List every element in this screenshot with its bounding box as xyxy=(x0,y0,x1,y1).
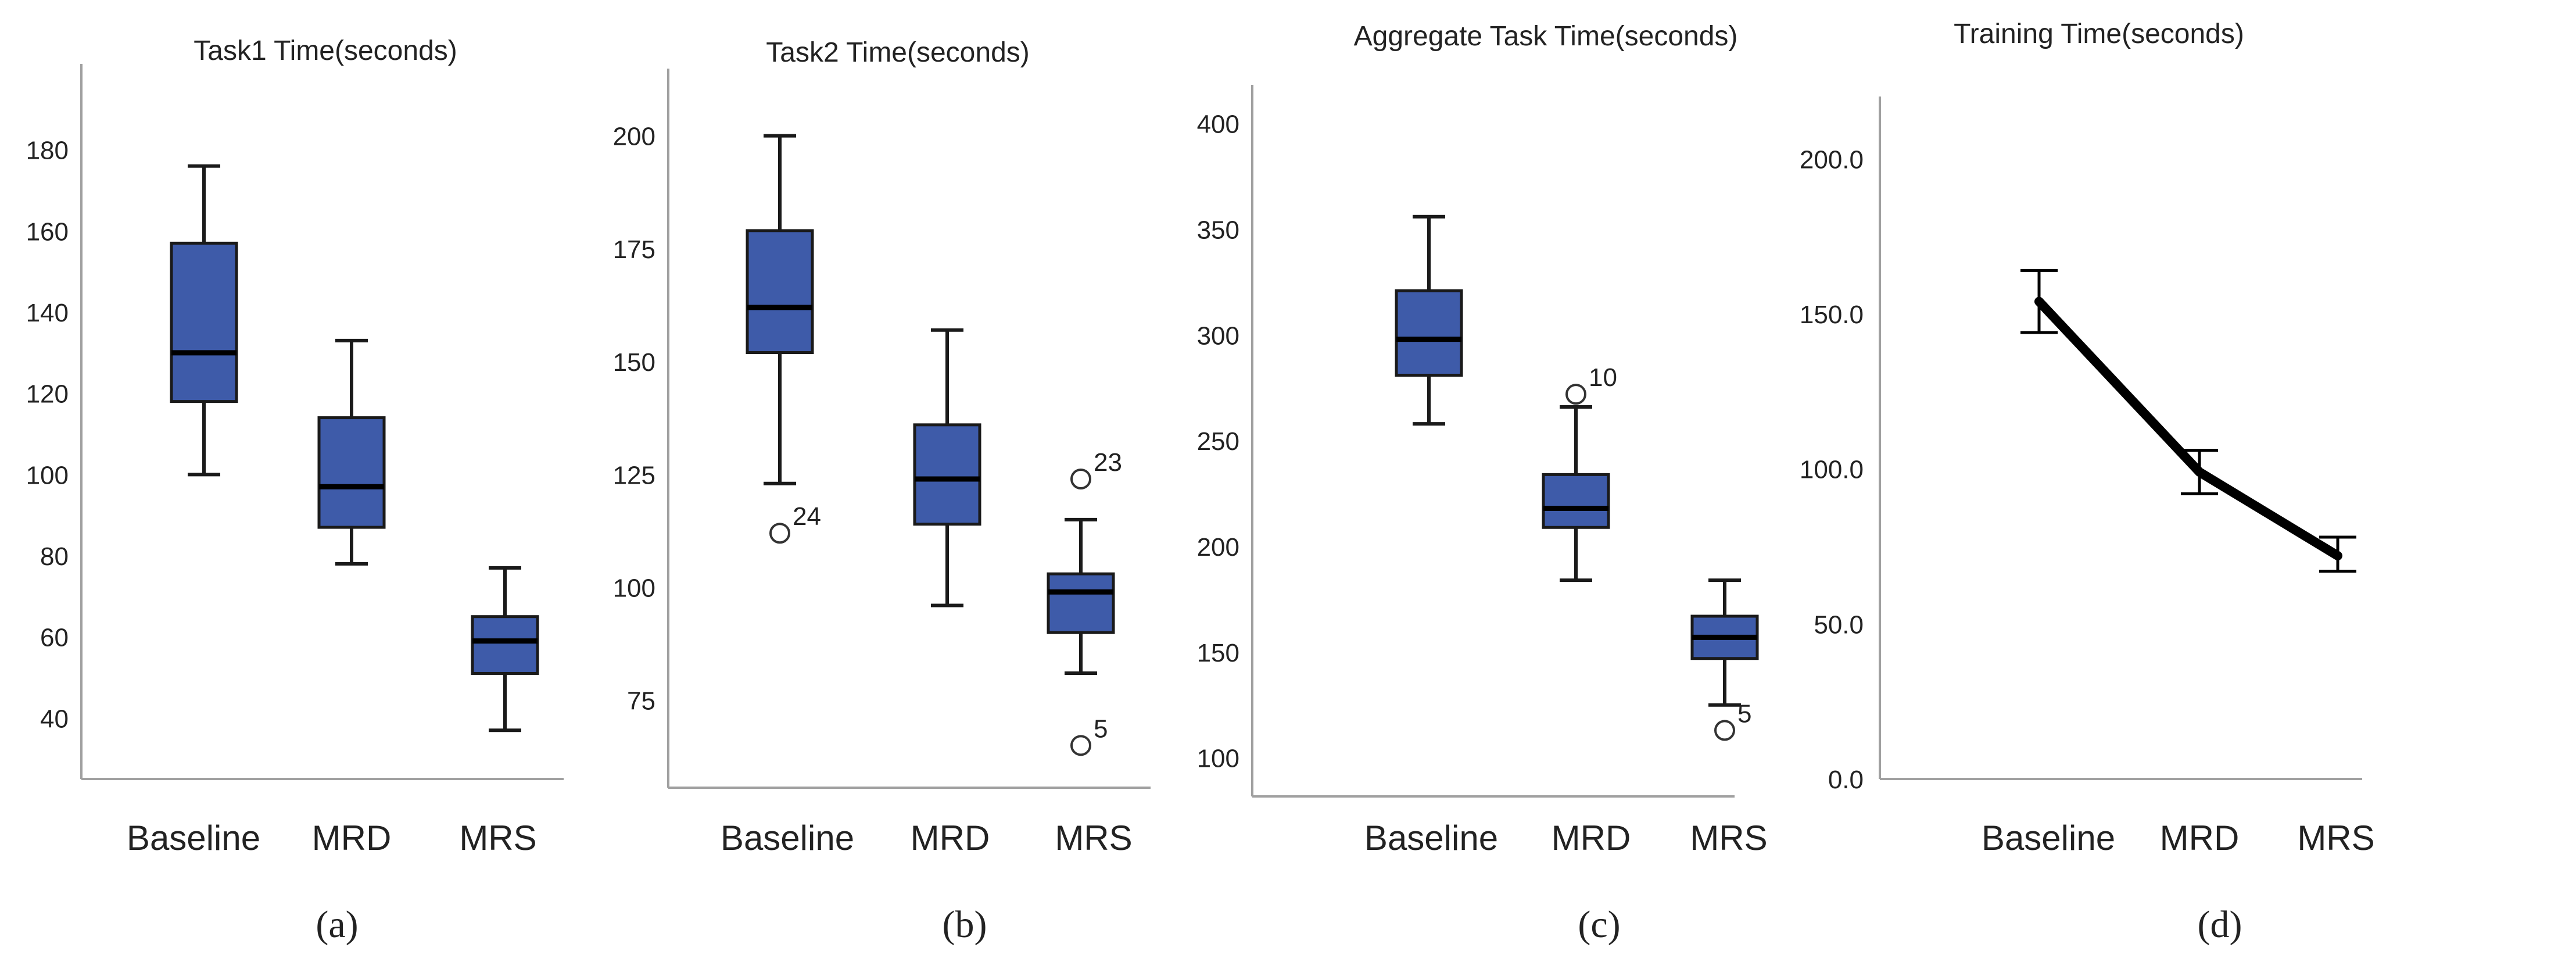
ytick-label-b-0: 75 xyxy=(627,687,655,716)
outlier-label-c-0: 10 xyxy=(1589,363,1617,392)
plot-area-a: 40 60 80 100 120 140 160 180 xyxy=(26,64,564,780)
ytick-label-b-5: 200 xyxy=(613,123,655,151)
panel-b: Task2 Time(seconds) 75 100 125 150 175 200 24 2… xyxy=(613,37,1151,946)
chart-title-a: Task1 Time(seconds) xyxy=(194,35,457,66)
xtick-label-d-1: MRD xyxy=(2160,819,2240,857)
box-c-2 xyxy=(1690,578,1759,707)
ytick-label-c-4: 300 xyxy=(1197,321,1239,350)
data-point-d-1 xyxy=(2197,470,2202,474)
outlier-label-b-2: 5 xyxy=(1094,714,1108,743)
box-b-0 xyxy=(746,134,814,485)
box-c-1 xyxy=(1542,405,1610,582)
iqr-box-c-1 xyxy=(1542,473,1610,529)
iqr-box-a-2 xyxy=(471,615,539,675)
xtick-label-a-2: MRS xyxy=(459,819,536,857)
series-line-d xyxy=(2034,296,2342,560)
ytick-label-a-6: 160 xyxy=(26,217,69,246)
ytick-label-a-7: 180 xyxy=(26,137,69,165)
ytick-label-b-4: 175 xyxy=(613,235,655,264)
ytick-label-a-0: 40 xyxy=(40,705,69,733)
outlier-label-b-1: 23 xyxy=(1094,448,1122,477)
xtick-label-d-0: Baseline xyxy=(1982,819,2115,857)
outlier-point-b-2 xyxy=(1070,735,1091,756)
panel-c: Aggregate Task Time(seconds) 100 150 200 25… xyxy=(1197,21,1768,946)
errorbar-d-0 xyxy=(2020,269,2058,334)
errorbar-d-2 xyxy=(2319,535,2356,573)
panel-d: Training Time(seconds) 0.0 50.0 100.0 150.0… xyxy=(1800,19,2375,946)
ytick-label-d-3: 150.0 xyxy=(1800,301,1864,329)
data-point-d-2 xyxy=(2335,553,2340,558)
panel-label-c: (c) xyxy=(1578,903,1620,946)
panel-label-d: (d) xyxy=(2198,903,2242,946)
plot-area-b: 75 100 125 150 175 200 24 23 5 xyxy=(613,69,1151,789)
ytick-label-a-3: 100 xyxy=(26,461,69,489)
errorbar-d-1 xyxy=(2181,449,2218,495)
iqr-box-b-0 xyxy=(746,229,814,355)
ytick-label-c-2: 200 xyxy=(1197,533,1239,562)
ytick-label-c-1: 150 xyxy=(1197,639,1239,667)
outlier-point-c-0 xyxy=(1565,384,1586,405)
outlier-point-b-0 xyxy=(769,523,790,544)
box-b-1 xyxy=(913,328,981,607)
xtick-label-a-1: MRD xyxy=(312,819,392,857)
xtick-label-a-0: Baseline xyxy=(127,819,260,857)
plot-area-c: 100 150 200 250 300 350 400 10 5 xyxy=(1197,85,1759,798)
ytick-label-d-4: 200.0 xyxy=(1800,145,1864,174)
xtick-label-c-0: Baseline xyxy=(1364,819,1498,857)
box-a-1 xyxy=(317,338,386,566)
ytick-label-d-0: 0.0 xyxy=(1828,766,1864,794)
box-c-0 xyxy=(1395,215,1463,426)
plot-area-d: 0.0 50.0 100.0 150.0 200.0 xyxy=(1800,96,2362,794)
iqr-box-c-0 xyxy=(1395,289,1463,377)
ytick-label-c-3: 250 xyxy=(1197,427,1239,456)
ytick-label-a-2: 80 xyxy=(40,542,69,571)
iqr-box-b-1 xyxy=(913,423,981,526)
chart-title-c: Aggregate Task Time(seconds) xyxy=(1354,21,1738,52)
xtick-label-d-2: MRS xyxy=(2297,819,2374,857)
ytick-label-a-4: 120 xyxy=(26,380,69,409)
ytick-label-b-1: 100 xyxy=(613,574,655,602)
chart-title-d: Training Time(seconds) xyxy=(1954,19,2244,49)
ytick-label-c-5: 350 xyxy=(1197,216,1239,245)
panel-label-a: (a) xyxy=(316,903,358,946)
ytick-label-c-6: 400 xyxy=(1197,110,1239,139)
ytick-label-a-1: 60 xyxy=(40,624,69,652)
ytick-label-d-1: 50.0 xyxy=(1814,610,1864,639)
data-point-d-0 xyxy=(2037,299,2041,304)
outlier-label-b-0: 24 xyxy=(793,502,821,531)
box-a-0 xyxy=(170,164,238,477)
xtick-label-b-2: MRS xyxy=(1055,819,1132,857)
box-a-2 xyxy=(471,566,539,732)
iqr-box-a-0 xyxy=(170,241,238,403)
ytick-label-c-0: 100 xyxy=(1197,745,1239,773)
xtick-label-c-2: MRS xyxy=(1690,819,1767,857)
panel-label-b: (b) xyxy=(943,903,987,946)
outlier-point-b-1 xyxy=(1070,469,1091,490)
iqr-box-b-2 xyxy=(1047,572,1115,634)
ytick-label-b-2: 125 xyxy=(613,461,655,489)
ytick-label-b-3: 150 xyxy=(613,348,655,377)
chart-title-b: Task2 Time(seconds) xyxy=(766,37,1030,68)
outlier-point-c-1 xyxy=(1714,720,1735,741)
ytick-label-a-5: 140 xyxy=(26,299,69,327)
box-b-2 xyxy=(1047,517,1115,676)
ytick-label-d-2: 100.0 xyxy=(1800,456,1864,484)
xtick-label-b-1: MRD xyxy=(911,819,990,857)
panel-a: Task1 Time(seconds) 40 60 80 100 120 140 160 18… xyxy=(26,35,564,946)
xtick-label-c-1: MRD xyxy=(1552,819,1631,857)
xtick-label-b-0: Baseline xyxy=(721,819,854,857)
iqr-box-a-1 xyxy=(317,416,386,529)
outlier-label-c-1: 5 xyxy=(1737,699,1751,728)
